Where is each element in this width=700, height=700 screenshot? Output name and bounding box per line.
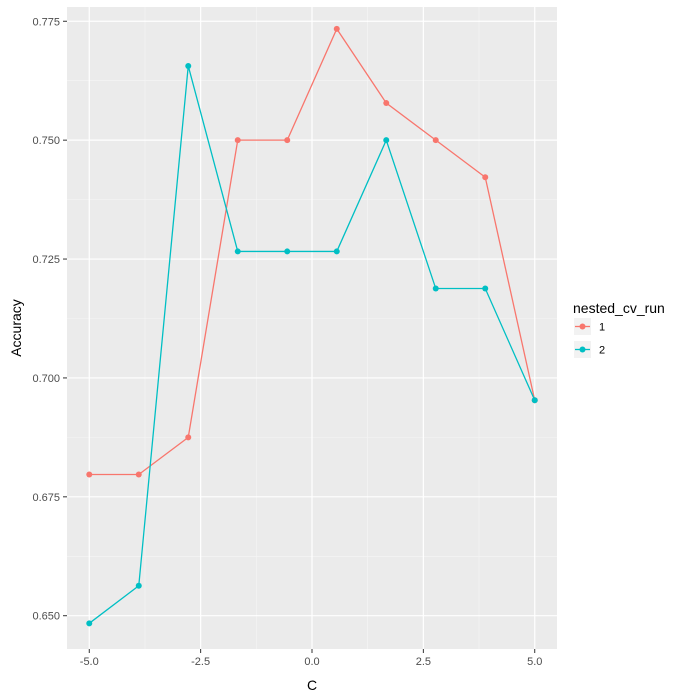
legend-key-point: [579, 323, 586, 330]
data-point: [531, 397, 538, 404]
legend-label: 1: [599, 322, 605, 334]
x-tick-label: 2.5: [416, 656, 431, 668]
data-point: [333, 248, 340, 255]
data-point: [432, 285, 439, 292]
y-tick-label: 0.700: [32, 373, 60, 385]
y-tick-label: 0.725: [32, 254, 60, 266]
y-axis-title: Accuracy: [8, 299, 24, 357]
y-tick-label: 0.775: [32, 16, 60, 28]
y-tick-label: 0.675: [32, 492, 60, 504]
data-point: [333, 25, 340, 32]
series-line: [89, 27, 536, 476]
data-point: [234, 137, 241, 144]
data-point: [86, 471, 93, 478]
data-point: [86, 620, 93, 627]
x-tick-label: -2.5: [191, 656, 210, 668]
legend: nested_cv_run 1 2: [573, 300, 665, 358]
x-tick-label: 0.0: [304, 656, 319, 668]
data-point: [135, 582, 142, 589]
data-point: [185, 434, 192, 441]
series-1: [86, 25, 538, 478]
y-tick-label: 0.750: [32, 135, 60, 147]
data-point: [432, 137, 439, 144]
data-point: [383, 137, 390, 144]
legend-label: 2: [599, 345, 605, 357]
series-2: [86, 62, 538, 627]
legend-title: nested_cv_run: [573, 300, 665, 316]
legend-key-1: [574, 318, 591, 335]
y-tick-label: 0.650: [32, 611, 60, 623]
x-axis-title: C: [307, 677, 317, 693]
series-line: [88, 65, 536, 624]
x-tick-label: 5.0: [527, 656, 542, 668]
legend-key-2: [574, 341, 591, 358]
data-point: [383, 100, 390, 107]
legend-key-point: [579, 346, 586, 353]
y-axis: 0.650 0.675 0.700 0.725 0.750 0.775: [32, 16, 67, 623]
data-point: [284, 248, 291, 255]
data-point: [284, 137, 291, 144]
data-point: [234, 248, 241, 255]
x-tick-label: -5.0: [80, 656, 99, 668]
data-point: [482, 285, 489, 292]
data-point: [185, 62, 192, 69]
series-layer: [86, 25, 538, 627]
major-gridlines: [67, 7, 557, 649]
data-point: [135, 471, 142, 478]
x-axis: -5.0 -2.5 0.0 2.5 5.0: [80, 649, 542, 668]
data-point: [482, 174, 489, 181]
